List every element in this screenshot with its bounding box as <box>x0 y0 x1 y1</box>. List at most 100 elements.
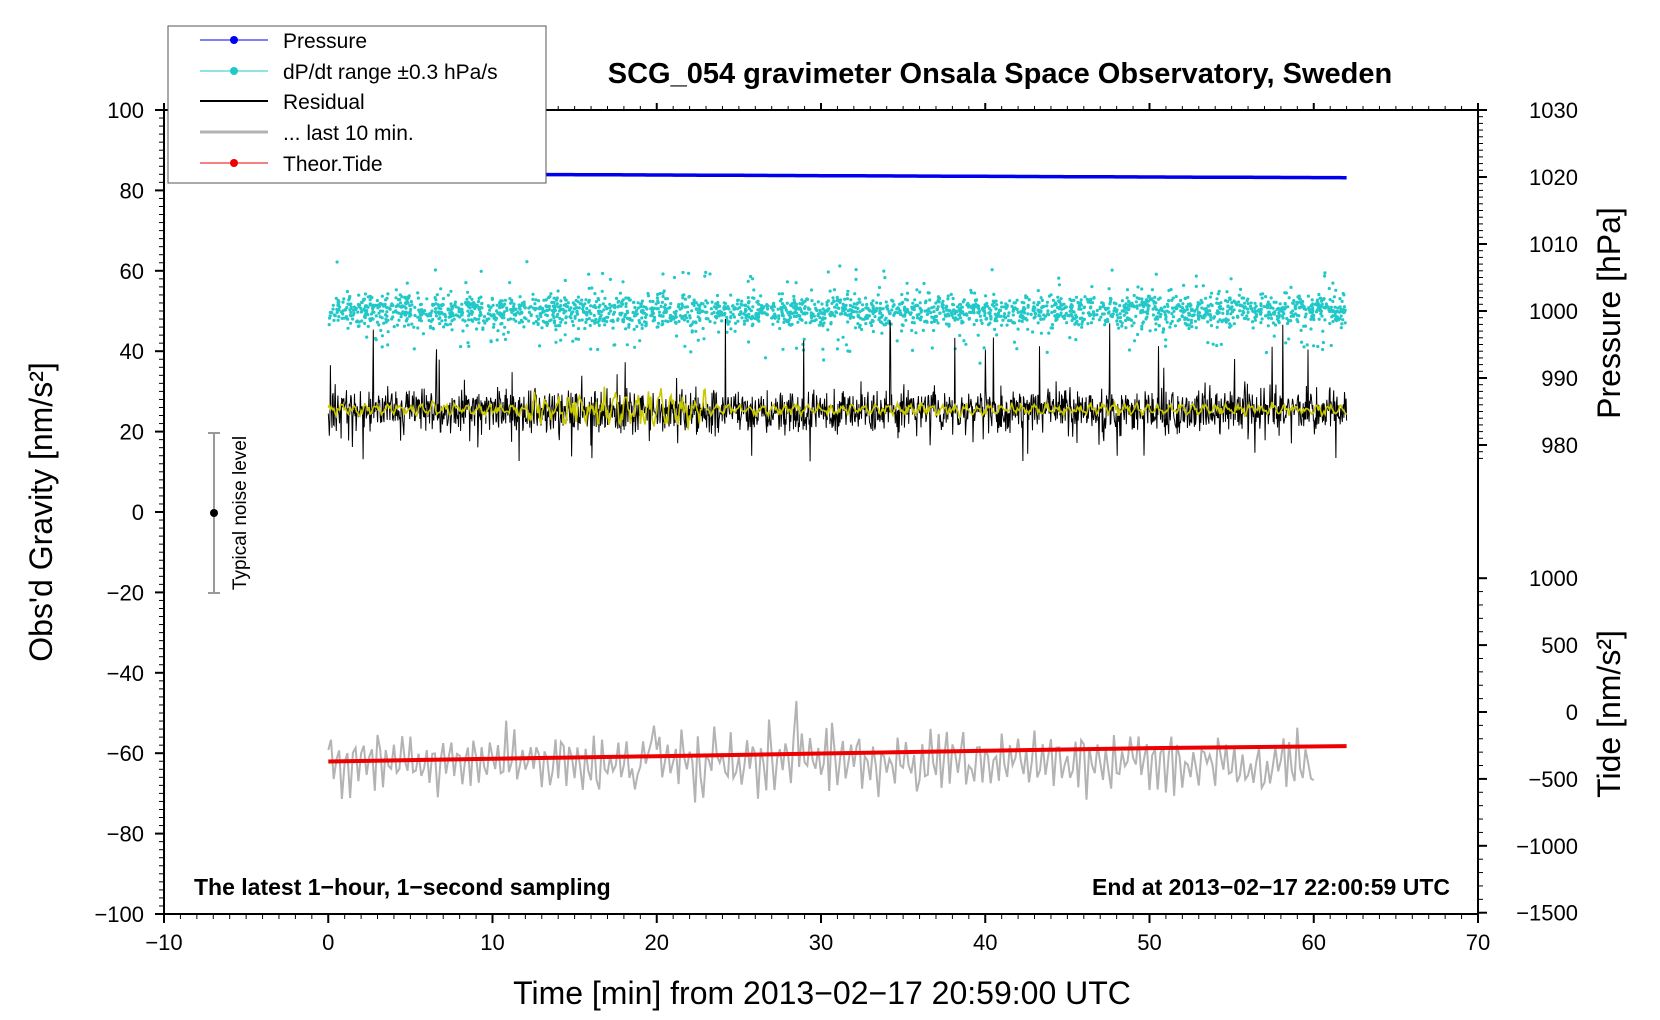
dpdt-point <box>1184 317 1188 321</box>
dpdt-point <box>896 311 900 315</box>
dpdt-point <box>502 310 506 314</box>
dpdt-point <box>1164 344 1168 348</box>
dpdt-point <box>1040 298 1044 302</box>
dpdt-point <box>1068 336 1072 340</box>
dpdt-point <box>694 320 698 324</box>
dpdt-point <box>930 320 934 324</box>
dpdt-point <box>819 322 823 326</box>
dpdt-point <box>587 300 591 304</box>
dpdt-point <box>493 316 497 320</box>
x-axis-label: Time [min] from 2013−02−17 20:59:00 UTC <box>513 975 1131 1011</box>
dpdt-point <box>651 299 655 304</box>
dpdt-point <box>518 307 522 311</box>
dpdt-point <box>464 281 468 285</box>
dpdt-point <box>763 311 767 315</box>
dpdt-point <box>505 306 509 310</box>
dpdt-point <box>1132 293 1136 298</box>
dpdt-point <box>1158 296 1162 300</box>
dpdt-point <box>914 331 918 335</box>
dpdt-point <box>995 303 999 307</box>
dpdt-point <box>935 307 940 311</box>
dpdt-point <box>771 322 775 326</box>
dpdt-point <box>434 314 438 318</box>
dpdt-point <box>1171 306 1175 310</box>
dpdt-point <box>978 361 982 365</box>
dpdt-point <box>1057 307 1061 311</box>
dpdt-point <box>841 309 845 313</box>
dpdt-point <box>864 322 868 326</box>
dpdt-point <box>983 303 987 307</box>
dpdt-point <box>639 305 643 309</box>
dpdt-point <box>765 303 769 307</box>
dpdt-point <box>543 320 547 325</box>
dpdt-point <box>1031 330 1035 334</box>
dpdt-point <box>680 315 685 320</box>
dpdt-point <box>792 300 797 304</box>
dpdt-point <box>708 272 712 276</box>
dpdt-point <box>503 325 507 329</box>
dpdt-point <box>541 308 545 312</box>
dpdt-point <box>412 347 416 351</box>
dpdt-point <box>468 295 472 299</box>
dpdt-point <box>1138 303 1142 307</box>
dpdt-point <box>1211 342 1215 346</box>
dpdt-point <box>708 319 712 324</box>
dpdt-point <box>1185 307 1189 311</box>
legend-entry-pressure: Pressure <box>200 30 367 53</box>
dpdt-point <box>772 305 776 309</box>
dpdt-point <box>434 302 438 306</box>
dpdt-point <box>398 301 403 305</box>
dpdt-point <box>1095 308 1099 313</box>
dpdt-point <box>719 313 724 317</box>
dpdt-point <box>831 296 835 300</box>
dpdt-point <box>423 309 427 313</box>
dpdt-point <box>362 307 366 312</box>
dpdt-point <box>1092 296 1096 300</box>
dpdt-point <box>1190 307 1194 311</box>
dpdt-point <box>875 301 879 305</box>
dpdt-point <box>803 299 807 303</box>
dpdt-point <box>1120 299 1124 303</box>
dpdt-point <box>861 308 865 312</box>
dpdt-point <box>833 314 837 318</box>
dpdt-point <box>1206 320 1210 324</box>
dpdt-point <box>663 303 668 307</box>
dpdt-point <box>846 289 850 293</box>
dpdt-point <box>813 302 817 306</box>
dpdt-point <box>891 299 895 303</box>
dpdt-point <box>545 323 549 327</box>
dpdt-point <box>587 286 591 290</box>
dpdt-point <box>464 300 468 305</box>
legend-entry-residual: Residual <box>200 91 365 114</box>
dpdt-point <box>569 306 573 310</box>
dpdt-point <box>552 308 556 312</box>
dpdt-point <box>1141 320 1145 324</box>
dpdt-point <box>953 312 957 316</box>
pressure-tick-label: 990 <box>1541 366 1578 391</box>
dpdt-point <box>664 308 668 312</box>
dpdt-point <box>349 321 353 325</box>
dpdt-point <box>828 289 832 293</box>
dpdt-point <box>894 310 898 314</box>
dpdt-point <box>450 319 454 323</box>
dpdt-point <box>384 313 388 317</box>
dpdt-point <box>1050 304 1054 308</box>
dpdt-point <box>511 305 516 309</box>
dpdt-point <box>394 309 398 313</box>
dpdt-point <box>1132 305 1136 309</box>
dpdt-point <box>1259 308 1263 312</box>
dpdt-point <box>752 288 756 292</box>
dpdt-point <box>792 294 796 298</box>
dpdt-point <box>1309 327 1313 331</box>
dpdt-point <box>1068 297 1072 301</box>
y-tick-label: 40 <box>120 339 144 364</box>
dpdt-point <box>836 338 840 342</box>
dpdt-point <box>547 305 551 309</box>
dpdt-point <box>1299 300 1303 305</box>
dpdt-point <box>580 318 584 322</box>
dpdt-point <box>1212 316 1216 320</box>
dpdt-point <box>1026 327 1030 331</box>
dpdt-point <box>1116 322 1120 326</box>
dpdt-point <box>717 330 721 334</box>
dpdt-point <box>987 306 991 310</box>
